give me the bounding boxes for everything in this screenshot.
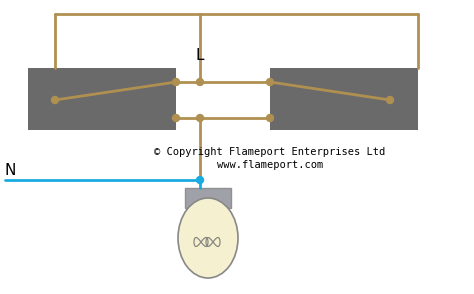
Circle shape — [197, 176, 203, 183]
Circle shape — [266, 114, 273, 121]
Circle shape — [197, 114, 203, 121]
Text: © Copyright Flameport Enterprises Ltd: © Copyright Flameport Enterprises Ltd — [155, 147, 386, 157]
Bar — [185, 188, 231, 208]
Bar — [270, 68, 418, 130]
Circle shape — [266, 78, 273, 86]
Ellipse shape — [178, 198, 238, 278]
Circle shape — [52, 96, 58, 103]
Bar — [28, 68, 176, 130]
Circle shape — [386, 96, 393, 103]
Text: www.flameport.com: www.flameport.com — [217, 160, 323, 170]
Text: L: L — [196, 48, 204, 63]
Circle shape — [173, 114, 180, 121]
Circle shape — [173, 78, 180, 86]
Text: N: N — [5, 163, 17, 178]
Circle shape — [197, 78, 203, 86]
